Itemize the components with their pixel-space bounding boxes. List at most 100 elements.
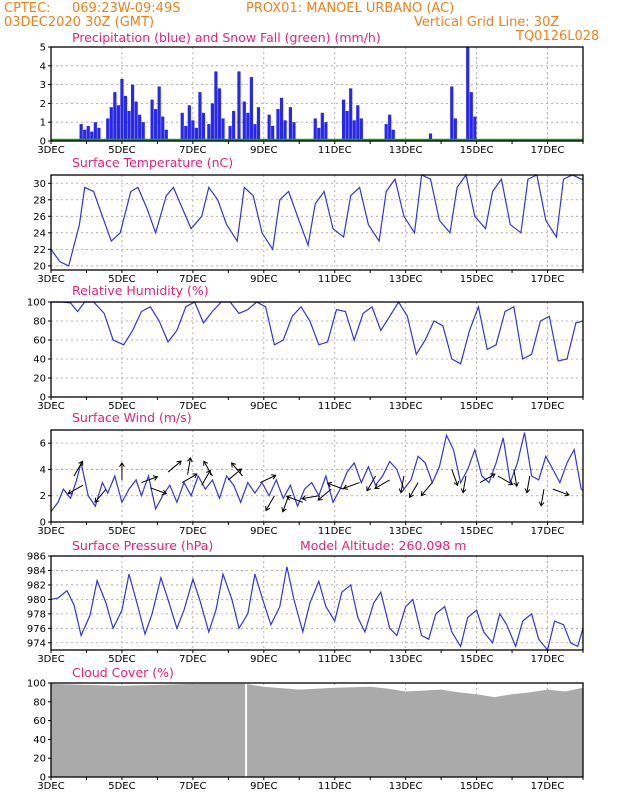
wind-arrow bbox=[513, 469, 519, 488]
wind-arrow-head bbox=[408, 492, 414, 499]
precip-bar bbox=[90, 131, 94, 141]
precip-bar bbox=[276, 109, 280, 141]
humidity-ytick-label: 60 bbox=[33, 336, 46, 347]
wind-arrow-shaft bbox=[526, 475, 531, 493]
precip-xtick-label: 13DEC bbox=[389, 145, 423, 156]
humidity-title: Relative Humidity (%) bbox=[72, 283, 209, 298]
cloud-ytick-label: 100 bbox=[27, 679, 46, 690]
precip-bar bbox=[320, 112, 324, 141]
humidity-ytick-label: 0 bbox=[40, 393, 46, 404]
pressure-frame bbox=[50, 555, 584, 651]
wind-arrow-shaft bbox=[366, 475, 376, 491]
precip-bar bbox=[242, 101, 246, 141]
temperature-ytick-label: 30 bbox=[33, 179, 46, 190]
humidity-xtick-label: 15DEC bbox=[460, 401, 494, 412]
panel-temperature: Surface Temperature (nC) 20 22 24 26 28 30 3DEC… bbox=[33, 155, 584, 285]
humidity-ytick-label: 100 bbox=[27, 298, 46, 309]
pressure-ytick-label: 976 bbox=[27, 624, 46, 635]
precip-bar bbox=[97, 127, 101, 141]
precip-bar bbox=[187, 105, 191, 141]
wind-arrow-head bbox=[301, 495, 307, 501]
header-source: CPTEC: bbox=[4, 1, 51, 16]
wind-arrow-head bbox=[460, 488, 467, 494]
cloud-xtick-label: 15DEC bbox=[460, 781, 494, 792]
precip-bar bbox=[469, 92, 473, 141]
wind-xtick-label: 3DEC bbox=[37, 526, 64, 537]
pressure-xtick-label: 11DEC bbox=[318, 654, 352, 665]
wind-arrow-head bbox=[203, 460, 209, 466]
wind-arrow bbox=[420, 482, 433, 497]
wind-arrow bbox=[187, 457, 193, 475]
precip-bar bbox=[207, 124, 211, 141]
precip-xtick-label: 9DEC bbox=[250, 145, 277, 156]
precip-bar bbox=[345, 110, 349, 141]
wind-arrow-shaft bbox=[73, 461, 83, 477]
wind-arrow-shaft bbox=[67, 484, 84, 495]
precip-bar bbox=[109, 107, 113, 141]
wind-arrow-shaft bbox=[231, 462, 243, 477]
precip-bar bbox=[473, 116, 477, 141]
precip-bar bbox=[164, 129, 168, 141]
precip-bar bbox=[466, 47, 470, 141]
wind-arrow-head bbox=[67, 489, 73, 495]
precip-xtick-label: 5DEC bbox=[108, 145, 135, 156]
precip-bar bbox=[356, 105, 360, 141]
pressure-xtick-label: 9DEC bbox=[250, 654, 277, 665]
precip-bar bbox=[237, 71, 241, 141]
header-code: TQ0126L028 bbox=[515, 29, 599, 44]
cloud-ytick-label: 20 bbox=[33, 754, 46, 765]
wind-arrow-head bbox=[176, 460, 182, 466]
wind-arrow-head bbox=[271, 474, 277, 480]
wind-arrow-head bbox=[420, 491, 426, 497]
precip-bar bbox=[313, 118, 317, 141]
panel-humidity: Relative Humidity (%) 0 20 40 60 80 100 3DEC 5DE… bbox=[27, 283, 584, 412]
wind-arrow-shaft bbox=[286, 496, 303, 503]
temperature-xtick-label: 11DEC bbox=[318, 274, 352, 285]
precip-bar bbox=[127, 110, 131, 141]
precip-frame bbox=[50, 46, 584, 142]
humidity-xtick-label: 11DEC bbox=[318, 401, 352, 412]
precip-ytick-label: 4 bbox=[40, 61, 46, 72]
wind-arrow-head bbox=[230, 462, 237, 468]
precip-ytick-label: 2 bbox=[40, 99, 46, 110]
wind-arrow bbox=[119, 462, 125, 480]
wind-arrow bbox=[538, 489, 545, 507]
wind-xtick-label: 11DEC bbox=[318, 526, 352, 537]
precip-bar bbox=[157, 86, 161, 141]
precip-xtick-label: 7DEC bbox=[179, 145, 206, 156]
wind-ytick-label: 0 bbox=[40, 518, 46, 529]
precip-bar bbox=[384, 124, 388, 141]
wind-arrow-shaft bbox=[94, 488, 107, 503]
wind-arrow bbox=[67, 484, 84, 495]
precip-bar bbox=[267, 114, 271, 141]
wind-arrow-head bbox=[161, 489, 168, 496]
humidity-frame bbox=[50, 301, 584, 398]
wind-arrow-shaft bbox=[203, 461, 213, 477]
pressure-ytick-label: 986 bbox=[27, 552, 46, 563]
precip-bar bbox=[232, 110, 236, 141]
pressure-annotation: Model Altitude: 260.098 m bbox=[300, 538, 466, 553]
temperature-xtick-label: 15DEC bbox=[460, 274, 494, 285]
precip-bar bbox=[450, 86, 454, 141]
wind-arrow-shaft bbox=[462, 475, 467, 493]
header-coords: 069:23W-09:49S bbox=[72, 1, 180, 16]
precip-title: Precipitation (blue) and Snow Fall (gree… bbox=[72, 30, 381, 45]
pressure-xtick-label: 5DEC bbox=[108, 654, 135, 665]
temperature-ytick-label: 24 bbox=[33, 228, 46, 239]
panel-cloud: Cloud Cover (%) 0 20 40 60 80 100 3DEC 5DEC 7DEC 9… bbox=[27, 665, 584, 792]
wind-arrow-shaft bbox=[260, 474, 276, 484]
wind-arrow-shaft bbox=[150, 487, 167, 495]
wind-arrow bbox=[398, 475, 405, 494]
precip-ytick-label: 3 bbox=[40, 80, 46, 91]
humidity-xtick-label: 13DEC bbox=[389, 401, 423, 412]
wind-arrow bbox=[260, 474, 277, 484]
precip-bar bbox=[201, 112, 206, 141]
temperature-frame bbox=[50, 174, 584, 271]
precip-bar bbox=[161, 116, 165, 141]
cloud-xtick-label: 9DEC bbox=[250, 781, 277, 792]
humidity-xtick-label: 7DEC bbox=[179, 401, 206, 412]
temperature-xtick-label: 7DEC bbox=[179, 274, 206, 285]
precip-bar bbox=[210, 103, 214, 141]
precip-bar bbox=[191, 120, 195, 141]
wind-arrow bbox=[181, 473, 198, 484]
